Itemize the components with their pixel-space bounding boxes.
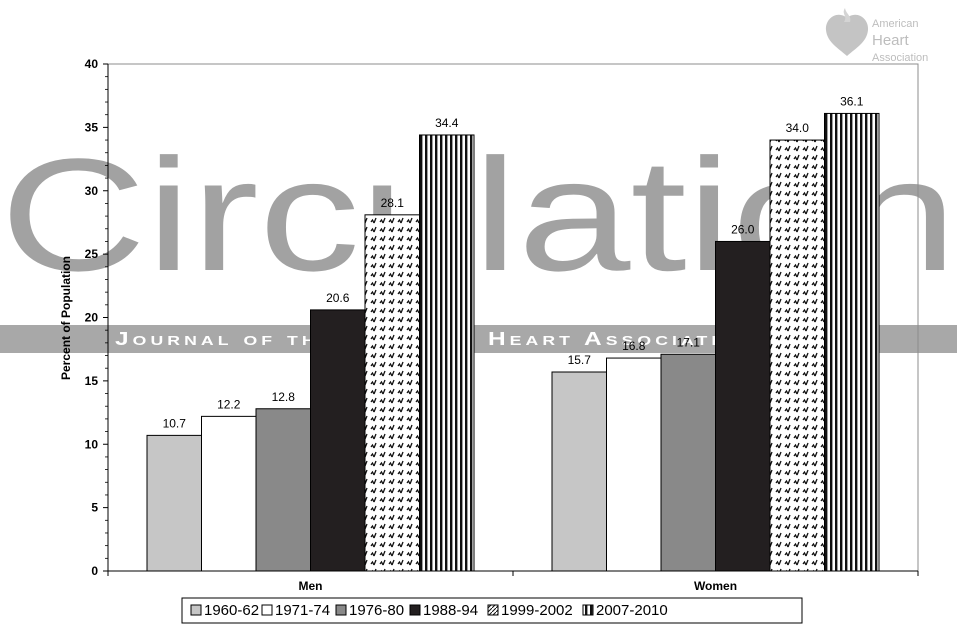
y-tick-label: 20 (85, 311, 99, 325)
data-label: 16.8 (622, 339, 646, 353)
data-label: 20.6 (326, 291, 350, 305)
aha-logo: American Heart Association (825, 8, 928, 64)
x-tick-label: Men (299, 579, 323, 593)
bar-2007-2010-Men (419, 134, 475, 572)
y-tick-label: 35 (85, 120, 99, 134)
legend-swatch (261, 604, 273, 616)
bar-1999-2002-Men (364, 214, 420, 572)
bar-2007-2010-Women (824, 112, 880, 572)
bar-1999-2002-Women (769, 139, 825, 572)
bar-1988-94-Men (310, 309, 366, 572)
data-label: 26.0 (731, 222, 755, 236)
legend-label: 1999-2002 (501, 602, 573, 619)
x-tick-label: Women (694, 579, 737, 593)
logo-line-1: American (872, 18, 918, 30)
legend-label: 1976-80 (349, 602, 404, 619)
heart-torch-icon (825, 14, 869, 56)
torch-flame-icon (843, 8, 851, 22)
y-tick-label: 30 (85, 184, 99, 198)
bar-1960-62-Men (146, 434, 202, 572)
data-label: 34.4 (435, 116, 459, 130)
y-tick-label: 0 (91, 564, 98, 578)
data-label: 15.7 (568, 353, 592, 367)
y-axis-label: Percent of Population (59, 256, 73, 380)
plot-area: 0 5 10 15 20 25 30 35 40 10.7 12.2 12.8 20.6 28.1 34.4… (85, 57, 919, 593)
legend-swatch (582, 604, 594, 616)
data-label: 34.0 (786, 121, 810, 135)
y-tick-label: 15 (85, 374, 99, 388)
bar-1976-80-Men (255, 408, 311, 572)
y-tick-label: 5 (91, 501, 98, 515)
legend-swatch (487, 604, 499, 616)
bar-1971-74-Women (606, 357, 662, 572)
data-label: 17.1 (677, 335, 701, 349)
y-tick-label: 25 (85, 247, 99, 261)
data-label: 10.7 (163, 416, 187, 430)
legend-label: 2007-2010 (596, 602, 668, 619)
y-tick-label: 10 (85, 437, 99, 451)
legend-swatch (190, 604, 202, 616)
legend: 1960-62 1971-74 1976-80 1988-94 1999-2002 200… (181, 597, 803, 624)
data-label: 28.1 (381, 196, 405, 210)
legend-label: 1960-62 (204, 602, 259, 619)
legend-label: 1988-94 (423, 602, 478, 619)
legend-swatch (409, 604, 421, 616)
logo-line-3: Association (872, 52, 928, 64)
data-label: 12.2 (217, 397, 241, 411)
y-tick-label: 40 (85, 57, 99, 71)
bar-1976-80-Women (660, 353, 716, 572)
bar-1960-62-Women (551, 371, 607, 572)
legend-label: 1971-74 (275, 602, 330, 619)
data-label: 36.1 (840, 94, 864, 108)
data-label: 12.8 (272, 390, 296, 404)
bar-1971-74-Men (201, 415, 257, 572)
logo-line-2: Heart (872, 32, 910, 49)
legend-swatch (335, 604, 347, 616)
bar-1988-94-Women (715, 240, 771, 572)
